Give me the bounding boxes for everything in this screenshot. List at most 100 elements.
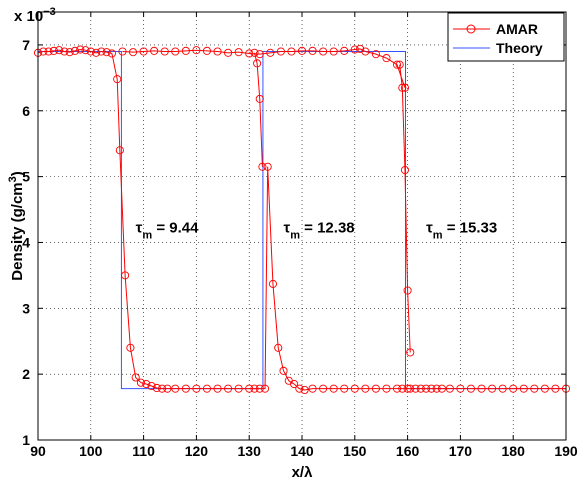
amar-point bbox=[234, 384, 243, 393]
amar-point bbox=[171, 384, 180, 393]
legend-amar-label: AMAR bbox=[496, 21, 538, 37]
amar-point bbox=[290, 379, 299, 389]
amar-top-point bbox=[319, 47, 328, 56]
amar-point bbox=[530, 384, 539, 393]
legend-box bbox=[447, 12, 565, 62]
amar-point bbox=[445, 384, 454, 393]
amar-point bbox=[81, 46, 90, 55]
amar-top-point bbox=[356, 44, 365, 53]
y-tick-label: 6 bbox=[22, 103, 30, 119]
amar-top-point bbox=[392, 60, 402, 69]
amar-point bbox=[107, 49, 116, 58]
exponent-label: x 10−3 bbox=[14, 6, 56, 25]
amar-point bbox=[329, 384, 338, 393]
amar-top-point bbox=[340, 46, 349, 55]
x-tick-label: 130 bbox=[238, 443, 262, 459]
amar-point bbox=[488, 384, 497, 393]
amar-point bbox=[92, 48, 101, 57]
y-tick-label: 3 bbox=[22, 300, 30, 316]
x-tick-label: 170 bbox=[449, 443, 473, 459]
amar-point bbox=[126, 343, 135, 352]
amar-point bbox=[97, 47, 106, 56]
amar-point bbox=[39, 47, 48, 56]
amar-top-point bbox=[266, 48, 275, 57]
amar-top-point bbox=[128, 48, 138, 57]
amar-point bbox=[147, 381, 156, 391]
x-tick-label: 90 bbox=[30, 443, 46, 459]
amar-point bbox=[158, 384, 167, 393]
amar-point bbox=[113, 75, 122, 84]
amar-point bbox=[340, 384, 349, 393]
amar-point bbox=[65, 48, 74, 57]
annotations: τm = 9.44 τm = 12.38 τm = 15.33 bbox=[136, 220, 498, 242]
amar-top-point bbox=[329, 47, 338, 56]
amar-mid-point bbox=[250, 48, 259, 57]
amar-top-point bbox=[213, 47, 222, 56]
amar-top-point bbox=[171, 47, 180, 56]
amar-point bbox=[224, 384, 233, 393]
amar-right-point bbox=[398, 83, 407, 92]
amar-top-point bbox=[234, 48, 243, 57]
amar-point bbox=[509, 384, 518, 393]
amar-top-point bbox=[308, 46, 317, 55]
amar-point bbox=[76, 45, 85, 54]
amar-point bbox=[136, 378, 146, 387]
amar-point bbox=[163, 384, 172, 393]
legend-theory-label: Theory bbox=[496, 40, 543, 56]
grid-layer bbox=[38, 12, 566, 440]
amar-point bbox=[308, 384, 317, 393]
amar-top-point bbox=[287, 47, 296, 56]
amar-top-point bbox=[400, 83, 410, 92]
amar-point bbox=[121, 271, 130, 280]
x-tick-label: 160 bbox=[396, 443, 420, 459]
amar-top-point bbox=[224, 48, 233, 57]
amar-point bbox=[260, 384, 270, 393]
amar-top-point bbox=[192, 46, 201, 55]
amar-point bbox=[192, 384, 201, 393]
amar-top-point bbox=[139, 47, 148, 56]
amar-right-point bbox=[395, 60, 404, 69]
amar-point bbox=[519, 384, 528, 393]
y-tick-label: 7 bbox=[22, 37, 30, 53]
amar-top-point bbox=[276, 47, 285, 56]
amar-point bbox=[274, 343, 283, 352]
x-tick-label: 100 bbox=[79, 443, 103, 459]
amar-point bbox=[350, 384, 359, 393]
amar-point bbox=[202, 384, 212, 393]
amar-point bbox=[498, 384, 507, 393]
amar-point bbox=[60, 47, 69, 56]
amar-mid-point bbox=[258, 162, 267, 171]
amar-point bbox=[86, 47, 95, 56]
y-axis-label: Density (g/cm3) bbox=[7, 171, 26, 280]
x-tick-label: 140 bbox=[290, 443, 314, 459]
legend-amar-marker bbox=[466, 24, 476, 34]
amar-right-point bbox=[406, 348, 415, 357]
amar-top-point bbox=[297, 46, 307, 55]
tau-annotation: τm = 15.33 bbox=[426, 220, 497, 242]
amar-point bbox=[371, 384, 380, 393]
amar-point bbox=[382, 384, 391, 393]
amar-top-point bbox=[160, 47, 169, 56]
amar-point bbox=[437, 384, 446, 393]
amar-point bbox=[115, 146, 124, 155]
x-tick-label: 110 bbox=[132, 443, 155, 459]
amar-point bbox=[142, 379, 151, 389]
y-tick-label: 4 bbox=[22, 234, 30, 250]
amar-top-point bbox=[150, 46, 159, 55]
amar-point bbox=[268, 279, 278, 288]
amar-right-point bbox=[403, 286, 412, 295]
amar-mid-point bbox=[255, 94, 264, 103]
amar-point bbox=[263, 162, 272, 171]
amar-point bbox=[279, 366, 288, 375]
y-tick-label: 1 bbox=[22, 432, 30, 448]
x-tick-label: 180 bbox=[502, 443, 526, 459]
amar-point bbox=[102, 48, 111, 57]
amar-mid-line bbox=[253, 52, 263, 167]
legend: AMAR Theory bbox=[447, 12, 565, 62]
amar-point bbox=[540, 384, 549, 393]
x-tick-labels: 90 100 110 120 130 140 150 160 170 180 190 bbox=[30, 443, 578, 459]
y-tick-label: 2 bbox=[22, 366, 30, 382]
amar-top-point bbox=[202, 46, 212, 55]
amar-top-point bbox=[255, 50, 264, 59]
